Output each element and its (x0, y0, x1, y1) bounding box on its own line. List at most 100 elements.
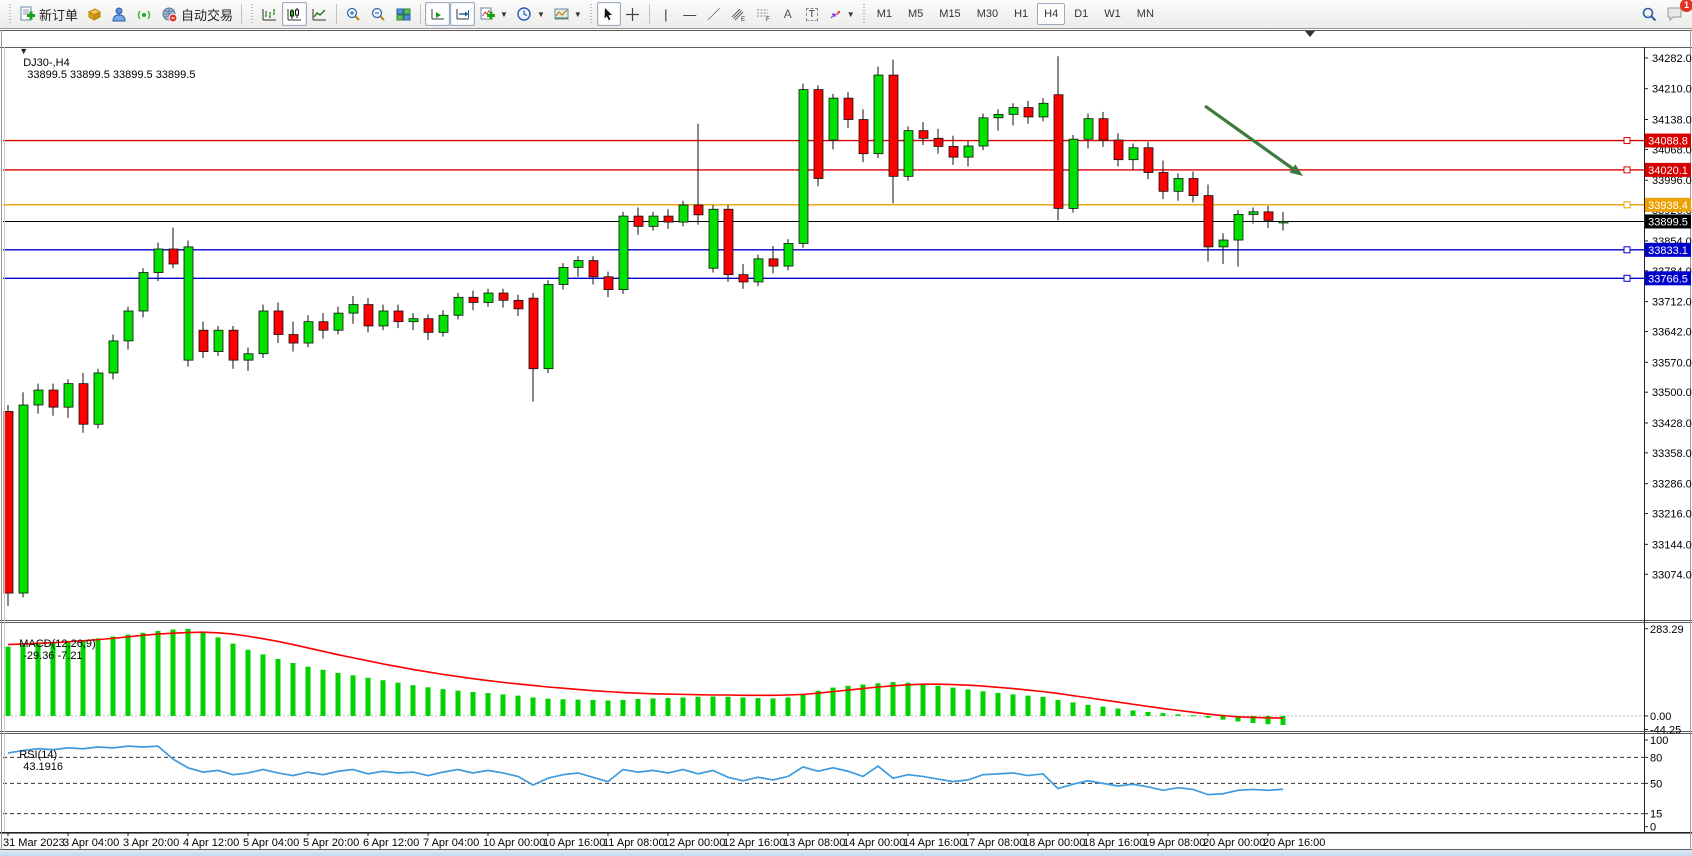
text-label-tool-button[interactable]: T (800, 2, 824, 26)
crosshair-tool-button[interactable] (621, 2, 645, 26)
candle (588, 260, 599, 278)
tile-windows-button[interactable] (391, 2, 416, 26)
trendline-tool-button[interactable]: ／ (702, 2, 726, 26)
pane-splitter[interactable] (0, 733, 1692, 734)
timeframe-button-m15[interactable]: M15 (932, 3, 967, 25)
horizontal-line-tool-button[interactable]: — (678, 2, 702, 26)
pane-splitter[interactable] (0, 731, 1692, 732)
macd-histogram-bar (350, 675, 356, 716)
dropdown-caret-icon: ▼ (846, 9, 855, 19)
macd-name: MACD(12,26,9) (19, 638, 96, 650)
macd-histogram-bar (1010, 694, 1016, 716)
periods-dropdown-button[interactable]: ▼ (512, 2, 549, 26)
fibonacci-tool-button[interactable]: F (751, 2, 776, 26)
candle (1053, 94, 1064, 209)
candlestick-mode-button[interactable] (282, 2, 308, 26)
one-click-trading-toggle-icon[interactable]: ▼ (19, 46, 29, 56)
macd-histogram-bar (395, 682, 401, 716)
vertical-line-tool-button[interactable]: | (654, 2, 678, 26)
dropdown-caret-icon: ▼ (536, 9, 545, 19)
timeframe-button-w1[interactable]: W1 (1097, 3, 1128, 25)
cursor-tool-button[interactable] (596, 2, 621, 26)
channel-tool-button[interactable]: E (726, 2, 751, 26)
notification-badge: 1 (1680, 0, 1692, 12)
candle (363, 304, 374, 327)
price-level-badge (1645, 162, 1691, 177)
zoom-in-button[interactable] (341, 2, 366, 26)
macd-histogram-bar (140, 632, 146, 716)
price-level-handle[interactable] (1623, 201, 1631, 209)
auto-scroll-button[interactable] (425, 2, 451, 26)
indicators-dropdown-button[interactable]: ▼ (475, 2, 512, 26)
search-button[interactable] (1637, 2, 1662, 26)
price-level-handle[interactable] (1623, 274, 1631, 282)
macd-histogram-bar (860, 684, 866, 716)
macd-histogram-bar (650, 698, 656, 716)
new-order-button[interactable]: 新订单 (15, 2, 82, 26)
templates-dropdown-button[interactable]: ▼ (549, 2, 586, 26)
price-level-handle[interactable] (1623, 246, 1631, 254)
chart-shift-marker[interactable] (1305, 31, 1315, 37)
timeframe-button-h4[interactable]: H4 (1037, 3, 1066, 25)
time-axis-label: 6 Apr 12:00 (363, 837, 419, 849)
macd-histogram-bar (635, 699, 641, 716)
macd-histogram-bar (95, 638, 101, 716)
price-level-handle[interactable] (1623, 137, 1631, 145)
pane-splitter[interactable] (0, 622, 1692, 623)
chart-shift-button[interactable] (450, 2, 476, 26)
candle (168, 248, 179, 265)
candle (1083, 118, 1094, 140)
candle (183, 246, 194, 361)
notifications-button[interactable]: 1 (1662, 0, 1692, 26)
market-watch-icon (87, 7, 102, 21)
candle (213, 329, 224, 352)
candle (123, 310, 134, 342)
time-axis-label: 14 Apr 16:00 (903, 837, 965, 849)
bar-chart-mode-button[interactable] (257, 2, 282, 26)
timeframe-button-h1[interactable]: H1 (1007, 3, 1035, 25)
macd-histogram-bar (1130, 710, 1136, 716)
trendline-icon: ／ (707, 6, 721, 22)
timeframe-button-m5[interactable]: M5 (901, 3, 930, 25)
toolbar-grip[interactable] (587, 4, 595, 24)
macd-histogram-bar (845, 685, 851, 716)
text-icon: A (783, 7, 792, 21)
market-watch-button[interactable] (82, 2, 107, 26)
candle (1248, 211, 1259, 215)
svg-text:E: E (741, 17, 745, 22)
pane-splitter[interactable] (0, 620, 1692, 621)
toolbar-grip[interactable] (6, 4, 13, 24)
time-axis-label: 7 Apr 04:00 (423, 837, 479, 849)
text-label-icon: T (805, 7, 818, 21)
price-tick-label: 34282.0 (1652, 53, 1692, 65)
time-axis-label: 5 Apr 20:00 (303, 837, 359, 849)
timeframe-button-m30[interactable]: M30 (970, 3, 1005, 25)
zoom-out-button[interactable] (366, 2, 391, 26)
line-chart-mode-button[interactable] (307, 2, 332, 26)
rsi-axis-label: 100 (1650, 735, 1668, 747)
price-level-handle[interactable] (1623, 166, 1631, 174)
toolbar-grip[interactable] (860, 4, 868, 24)
macd-histogram-bar (260, 654, 266, 716)
navigator-button[interactable] (107, 2, 132, 26)
macd-histogram-bar (980, 691, 986, 716)
macd-histogram-bar (5, 646, 11, 716)
candle (993, 113, 1004, 119)
timeframe-button-m1[interactable]: M1 (870, 3, 899, 25)
horizontal-line-icon: — (683, 6, 697, 22)
auto-trading-button[interactable]: 自动交易 (157, 2, 237, 26)
signals-button[interactable] (132, 2, 157, 26)
candle (753, 258, 764, 283)
timeframe-button-mn[interactable]: MN (1130, 3, 1161, 25)
time-axis-label: 5 Apr 04:00 (243, 837, 299, 849)
svg-text:F: F (766, 17, 770, 22)
candle (543, 284, 554, 370)
arrows-dropdown-button[interactable]: ▼ (824, 2, 859, 26)
signals-icon (137, 10, 151, 19)
timeframe-button-d1[interactable]: D1 (1067, 3, 1095, 25)
toolbar-grip[interactable] (248, 4, 256, 24)
trend-arrow-annotation[interactable] (1204, 104, 1294, 170)
text-tool-button[interactable]: A (776, 2, 800, 26)
